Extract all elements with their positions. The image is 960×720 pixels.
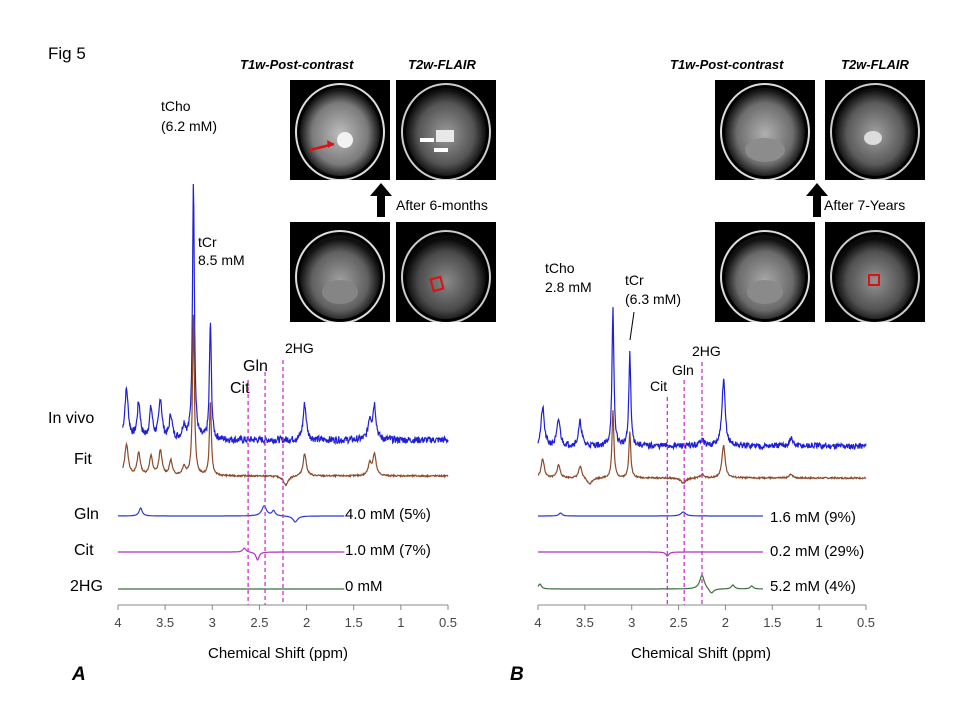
panel-b-interval-label: After 7-Years	[824, 197, 906, 213]
panel-a-cit-trace	[118, 547, 345, 561]
figure-label: Fig 5	[48, 44, 86, 63]
trace-label-fit: Fit	[74, 451, 92, 468]
panel-b-mri-title-t1: T1w-Post-contrast	[670, 57, 784, 72]
panel-b-x-tick-label: 0.5	[857, 615, 875, 630]
panel-b-gln-trace	[538, 511, 763, 517]
panel-a-x-axis-title: Chemical Shift (ppm)	[208, 645, 349, 662]
trace-label-cit: Cit	[74, 542, 94, 559]
panel-a-letter: A	[72, 664, 86, 685]
trace-label-gln: Gln	[74, 506, 99, 523]
panel-b-tcho-value: 2.8 mM	[545, 279, 592, 295]
panel-a-tcr-name: tCr	[198, 234, 217, 250]
panel-a-x-tick-label: 1.5	[345, 615, 363, 630]
panel-b-tcr-value: (6.3 mM)	[625, 291, 681, 307]
panel-b-tcho-name: tCho	[545, 260, 575, 276]
panel-a-mri-t2-baseline	[396, 222, 496, 322]
panel-b-cit-marker-label: Cit	[650, 378, 668, 394]
panel-a-x-tick-label: 2	[303, 615, 310, 630]
panel-a-tcho-name: tCho	[161, 98, 191, 114]
panel-b-x-tick-label: 4	[534, 615, 541, 630]
panel-a-x-tick-label: 0.5	[439, 615, 457, 630]
panel-a-x-tick-label: 1	[397, 615, 404, 630]
panel-b-x-tick-label: 2	[722, 615, 729, 630]
panel-b-mri-t2-followup	[825, 80, 925, 180]
panel-b-x-tick-label: 3	[628, 615, 635, 630]
panel-a-mri-t1-followup	[290, 80, 390, 180]
panel-a-gln-trace	[118, 505, 345, 523]
panel-b-cit-concentration: 0.2 mM (29%)	[770, 543, 865, 560]
panel-b-mri-title-t2: T2w-FLAIR	[841, 57, 909, 72]
panel-a-2hg-concentration: 0 mM	[345, 578, 383, 595]
panel-a-interval-label: After 6-months	[396, 197, 488, 213]
panel-b-tcr-pointer-line	[629, 311, 635, 341]
trace-label-2hg: 2HG	[70, 578, 103, 595]
panel-b-2hg-concentration: 5.2 mM (4%)	[770, 578, 856, 595]
panel-b-x-tick-label: 3.5	[576, 615, 594, 630]
panel-a-x-tick-label: 2.5	[250, 615, 268, 630]
panel-b-2hg-trace	[537, 574, 763, 594]
panel-a-mri-title-t1: T1w-Post-contrast	[240, 57, 354, 72]
panel-a-mri-t2-followup	[396, 80, 496, 180]
panel-b-x-axis-title: Chemical Shift (ppm)	[631, 645, 772, 662]
panel-a-fit-trace	[122, 314, 449, 487]
panel-b-mri-t1-followup	[715, 80, 815, 180]
panel-a-x-tick-label: 4	[114, 615, 121, 630]
panel-b-mri-t2-baseline	[825, 222, 925, 322]
panel-a-mri-t1-baseline	[290, 222, 390, 322]
panel-a-up-arrow-icon	[370, 183, 392, 217]
panel-a-tcho-value: (6.2 mM)	[161, 118, 217, 134]
panel-a-x-tick-label: 3.5	[156, 615, 174, 630]
panel-a-invivo-trace	[122, 183, 449, 446]
panel-b-gln-marker-label: Gln	[672, 362, 694, 378]
panel-b-x-tick-label: 2.5	[670, 615, 688, 630]
panel-b-2hg-marker-label: 2HG	[692, 343, 721, 359]
panel-b-x-tick-label: 1.5	[763, 615, 781, 630]
panel-a-cit-marker-label: Cit	[230, 380, 250, 397]
panel-b-invivo-trace	[537, 307, 867, 451]
panel-b-gln-concentration: 1.6 mM (9%)	[770, 509, 856, 526]
panel-b-mri-t1-baseline	[715, 222, 815, 322]
panel-a-gln-concentration: 4.0 mM (5%)	[345, 506, 431, 523]
panel-a-cit-concentration: 1.0 mM (7%)	[345, 542, 431, 559]
panel-a-gln-marker-label: Gln	[243, 358, 268, 375]
panel-b-tcr-name: tCr	[625, 272, 644, 288]
trace-label-invivo: In vivo	[48, 410, 95, 427]
panel-a-2hg-marker-label: 2HG	[285, 340, 314, 356]
panel-a-mri-title-t2: T2w-FLAIR	[408, 57, 476, 72]
panel-b-x-tick-label: 1	[816, 615, 823, 630]
panel-b-letter: B	[510, 664, 524, 685]
panel-b-up-arrow-icon	[806, 183, 828, 217]
panel-a-tcr-value: 8.5 mM	[198, 252, 245, 268]
panel-a-x-tick-label: 3	[209, 615, 216, 630]
panel-b-cit-trace	[538, 551, 763, 557]
